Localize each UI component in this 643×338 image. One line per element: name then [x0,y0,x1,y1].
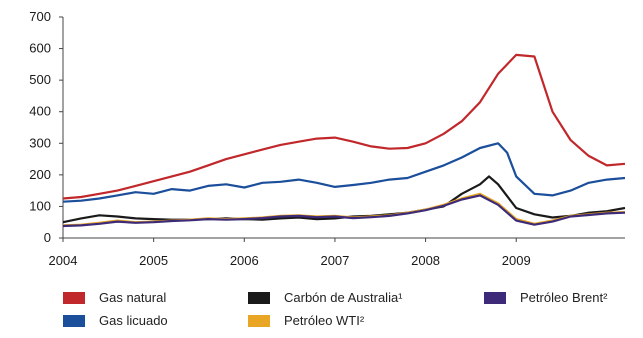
x-tick-label: 2005 [139,253,168,268]
y-tick-label: 100 [29,198,51,213]
y-tick-label: 500 [29,72,51,87]
x-tick-label: 2007 [320,253,349,268]
x-tick-label: 2006 [230,253,259,268]
x-tick-label: 2004 [49,253,78,268]
series-line-petroleo-wti [62,192,626,227]
axes: 700 600 500 400 300 200 100 0 2004 2005 2006 2007 20… [29,9,625,268]
y-tick-label: 400 [29,104,51,119]
y-tick-label: 300 [29,135,51,150]
series-line-petroleo-brent [62,194,626,228]
y-tick-label: 200 [29,167,51,182]
y-tick-label: 600 [29,41,51,56]
y-tick-label: 0 [44,230,51,245]
series-line-gas-natural [62,53,626,200]
y-tick-label: 700 [29,9,51,24]
series-layer [62,53,626,228]
x-tick-label: 2009 [502,253,531,268]
x-tick-label: 2008 [411,253,440,268]
series-line-gas-licuado [62,142,626,203]
